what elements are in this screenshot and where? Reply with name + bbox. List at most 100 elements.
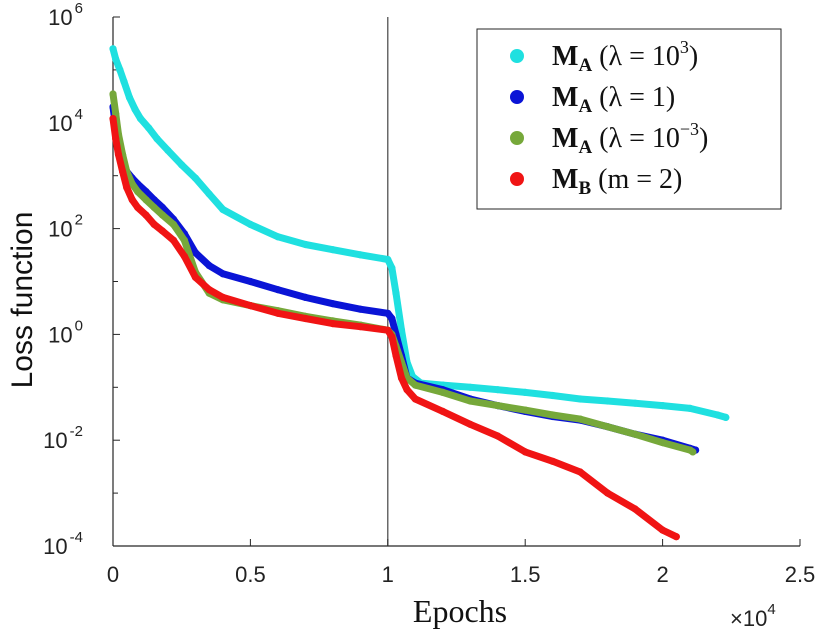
series-3-point — [180, 236, 188, 244]
series-4-point — [109, 115, 117, 123]
series-1-point — [397, 326, 406, 334]
x-tick-label: 1 — [382, 562, 394, 587]
legend: MA (λ = 103) MA (λ = 1)MA (λ = 10−3) MB (m… — [476, 28, 782, 210]
series-3-point — [521, 406, 529, 414]
series-3-point — [134, 188, 142, 196]
series-4-point — [521, 448, 529, 456]
series-1-point — [191, 174, 199, 182]
series-2-point — [191, 249, 199, 257]
legend-marker-2 — [510, 90, 524, 104]
x-tick-label: 1.5 — [510, 562, 541, 587]
series-1-point — [384, 255, 392, 264]
series-2-point — [329, 300, 337, 308]
series-4-point — [672, 533, 680, 541]
y-tick-label: 10 2 — [48, 212, 83, 242]
series-4-point — [134, 203, 142, 212]
series-1-point — [549, 391, 557, 400]
legend-marker-1 — [510, 49, 524, 63]
series-1-point — [356, 251, 364, 259]
series-4-point — [142, 211, 150, 219]
series-1-point — [112, 55, 120, 63]
series-1-point — [120, 78, 128, 86]
series-2-point — [246, 277, 254, 286]
y-axis-label: Loss function — [6, 212, 39, 389]
y-tick-label: 10 4 — [48, 106, 83, 136]
series-4-point — [439, 407, 447, 415]
series-3-point — [689, 448, 697, 456]
series-4-point — [494, 432, 502, 440]
legend-marker-3 — [510, 131, 524, 145]
series-layer — [109, 45, 730, 541]
y-tick-label: 10 -4 — [43, 529, 83, 559]
legend-entry-1: MA (λ = 103) — [552, 37, 698, 76]
series-4-point — [403, 386, 411, 394]
series-1-point — [329, 246, 337, 254]
series-1-point — [145, 124, 153, 132]
series-4-point — [301, 314, 309, 323]
series-4-point — [392, 351, 400, 360]
series-2-point — [384, 309, 392, 317]
series-4-point — [112, 135, 120, 143]
series-4-point — [659, 526, 667, 534]
series-4-point — [466, 420, 474, 428]
series-4-point — [191, 273, 199, 281]
series-4-point — [150, 220, 158, 228]
series-4-point — [180, 252, 188, 260]
series-3-point — [466, 397, 474, 405]
series-3-point — [494, 402, 502, 410]
x-axis-scale-label: ×104 — [730, 601, 776, 631]
series-1-point — [659, 402, 667, 410]
series-1-point — [604, 397, 612, 405]
series-1-point — [631, 399, 639, 407]
series-3-point — [128, 180, 136, 188]
series-3-point — [142, 196, 150, 204]
series-1-point — [388, 264, 396, 272]
series-2-point — [219, 270, 227, 278]
series-1-point — [136, 115, 145, 123]
series-3-point — [158, 211, 167, 219]
series-2-point — [388, 314, 396, 323]
series-4-point — [205, 286, 213, 294]
series-4-point — [246, 302, 254, 310]
series-1-point — [219, 205, 227, 214]
series-4-point — [384, 326, 392, 334]
y-tick-label: 10 6 — [48, 0, 83, 30]
series-1-point — [494, 386, 502, 394]
series-2-point — [356, 305, 364, 313]
legend-box — [476, 28, 782, 210]
series-1-point — [246, 220, 254, 228]
series-3-point — [631, 430, 639, 438]
series-4-point — [169, 236, 178, 244]
series-4-point — [329, 320, 337, 328]
x-scale-exp: 4 — [767, 601, 775, 618]
series-1-point — [164, 146, 172, 155]
series-4-point — [631, 505, 639, 513]
x-axis-label: Epochs — [413, 593, 507, 629]
series-1-point — [466, 383, 474, 391]
series-4-point — [549, 457, 557, 465]
series-2-point — [301, 293, 309, 301]
series-4-point — [411, 395, 419, 403]
legend-entry-2: MA (λ = 1) — [552, 82, 675, 117]
series-1-point — [116, 66, 124, 74]
series-3-point — [411, 381, 419, 389]
series-3-point — [169, 220, 178, 228]
x-tick-label: 0 — [107, 562, 119, 587]
x-tick-label: 2 — [656, 562, 668, 587]
series-4-point — [123, 183, 131, 191]
series-1-point — [153, 135, 161, 143]
series-4-point — [119, 167, 127, 176]
series-1-point — [686, 404, 694, 412]
series-1-point — [109, 45, 117, 53]
series-3-point — [150, 203, 158, 212]
series-4-point — [604, 489, 612, 497]
series-4-point — [576, 468, 584, 476]
series-1-point — [714, 411, 722, 419]
series-4-point — [158, 227, 167, 235]
series-1-point — [392, 289, 400, 297]
series-3-point — [549, 411, 557, 419]
series-1-point — [205, 190, 213, 198]
series-1-point — [576, 395, 584, 403]
